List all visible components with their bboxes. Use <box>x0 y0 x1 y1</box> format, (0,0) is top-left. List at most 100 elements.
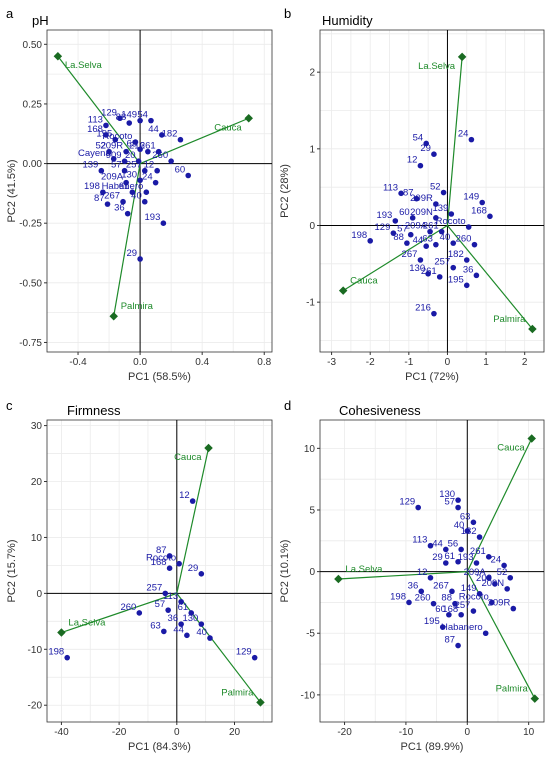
y-tick-label: 1 <box>309 144 315 155</box>
point <box>448 211 455 217</box>
point-label: 209A <box>405 221 428 232</box>
x-tick-label: 0.8 <box>257 357 271 368</box>
point-label: 24 <box>142 172 153 183</box>
point-label: 130 <box>439 489 455 500</box>
panel-letter: b <box>284 6 291 21</box>
point-label: 130 <box>121 169 137 180</box>
point-label: 29 <box>420 143 431 154</box>
point <box>155 148 162 155</box>
point-label: 130 <box>182 613 198 624</box>
x-tick-label: 0.0 <box>133 357 147 368</box>
x-tick-label: -40 <box>54 727 69 738</box>
point-label: 113 <box>163 591 178 602</box>
point-label: 139 <box>432 203 448 214</box>
point <box>198 621 205 627</box>
panel-title: Cohesiveness <box>339 403 421 418</box>
point-label: 60 <box>399 207 410 218</box>
point-label: 24 <box>491 554 502 565</box>
point <box>176 560 182 567</box>
point-label: Cayena <box>78 148 111 159</box>
x-tick-label: -1 <box>404 357 413 368</box>
x-axis-label: PC1 (72%) <box>405 371 459 383</box>
panel-c: c Firmness -40 -20 0 20 -20 -10 0 10 20 30 PC1 (84.3… <box>6 398 273 753</box>
point-label: 113 <box>88 114 103 125</box>
point-label: 198 <box>48 647 64 658</box>
point-label: 209R <box>488 598 511 609</box>
vector-label: Cauca <box>214 122 242 133</box>
point <box>430 600 437 607</box>
point <box>137 117 143 124</box>
point <box>154 167 160 174</box>
point-label: 87 <box>403 188 414 199</box>
point <box>64 654 70 661</box>
x-tick-label: 20 <box>229 727 241 738</box>
point-label: 209R <box>410 193 433 204</box>
vector-line <box>446 225 533 330</box>
point-label: 44 <box>413 235 424 246</box>
y-tick-label: -5 <box>306 629 315 640</box>
vector-marker <box>109 311 118 321</box>
x-tick-label: -0.4 <box>69 357 87 368</box>
point-label: 24 <box>458 129 469 140</box>
point <box>189 498 196 504</box>
point <box>135 158 142 164</box>
point-label: 149 <box>121 110 137 121</box>
point-label: 63 <box>422 234 433 245</box>
vector-marker <box>338 286 348 295</box>
point <box>141 167 148 174</box>
point <box>117 115 123 122</box>
point <box>152 179 159 186</box>
point-label: 209A <box>101 172 124 183</box>
plot-background <box>47 420 272 722</box>
point-label: 216 <box>129 141 145 152</box>
plot-background <box>320 420 544 722</box>
point <box>433 215 439 221</box>
point <box>160 220 167 226</box>
point-label: 29 <box>188 563 199 574</box>
point <box>450 264 457 271</box>
point <box>463 282 470 289</box>
point <box>184 632 190 639</box>
vector-line <box>61 592 178 634</box>
point <box>433 201 439 207</box>
vector-line <box>176 447 210 594</box>
point <box>141 198 148 205</box>
point-label: 52 <box>95 141 106 152</box>
point <box>501 562 507 569</box>
point-label: 87 <box>156 545 167 556</box>
point-label: 20 <box>125 150 136 161</box>
point <box>136 610 143 616</box>
y-axis-label: PC2 (41.5%) <box>6 160 18 223</box>
point <box>137 146 143 153</box>
x-tick-label: 1 <box>483 357 489 368</box>
vector-label: Palmira <box>493 314 526 325</box>
x-tick-label: -3 <box>327 357 336 368</box>
point-label: 261 <box>140 141 156 152</box>
vector-label: La.Selva <box>345 564 383 575</box>
point-label: 88 <box>441 593 452 604</box>
x-tick-label: 2 <box>522 357 528 368</box>
point-label: 113 <box>383 182 398 193</box>
y-tick-label: -0.75 <box>19 338 42 349</box>
point-label: 40 <box>196 627 207 638</box>
point-label: 209N <box>410 207 433 218</box>
point <box>120 198 126 205</box>
point <box>392 218 399 224</box>
vector-marker <box>457 52 467 62</box>
point-label: 267 <box>104 191 120 202</box>
point-label: 52 <box>497 567 508 578</box>
point <box>427 228 433 235</box>
point-label: 63 <box>460 511 471 522</box>
point <box>458 611 464 618</box>
plot-border <box>319 419 545 723</box>
vector-marker <box>334 574 343 584</box>
point <box>485 554 492 560</box>
panel-d: d Cohesiveness -20 -10 0 10 -10 -5 0 5 10 PC1 (89.9… <box>279 398 545 753</box>
point-label: 87 <box>445 635 456 646</box>
gridlines <box>320 30 545 352</box>
panel-title: Humidity <box>322 13 373 28</box>
point-label: 36 <box>408 580 419 591</box>
point <box>417 162 424 169</box>
x-tick-label: 10 <box>523 727 535 738</box>
